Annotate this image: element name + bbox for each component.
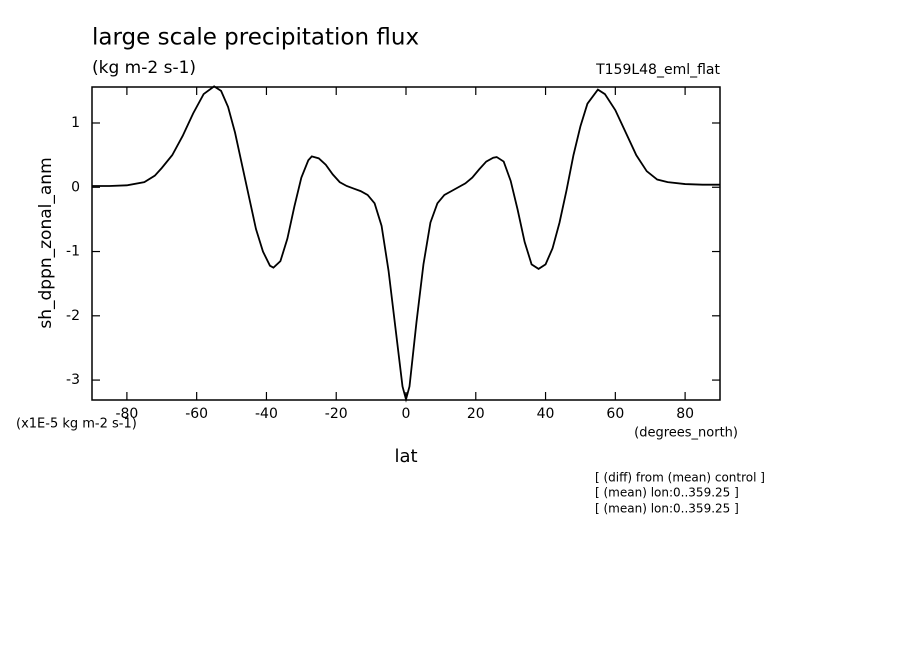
x-tick-label: 40 bbox=[537, 406, 555, 422]
note: [ (mean) lon:0..359.25 ] bbox=[595, 502, 739, 516]
y-tick-label: 0 bbox=[71, 179, 80, 195]
dataset-label: T159L48_eml_flat bbox=[595, 62, 720, 78]
note: [ (diff) from (mean) control ] bbox=[595, 471, 765, 485]
x-units: (degrees_north) bbox=[634, 426, 738, 441]
note: [ (mean) lon:0..359.25 ] bbox=[595, 486, 739, 500]
x-tick-label: -40 bbox=[255, 406, 278, 422]
y-tick-label: 1 bbox=[71, 115, 80, 131]
x-tick-label: -20 bbox=[325, 406, 348, 422]
x-tick-label: -80 bbox=[115, 406, 138, 422]
chart-subtitle: (kg m-2 s-1) bbox=[92, 58, 196, 78]
x-tick-label: 60 bbox=[606, 406, 624, 422]
y-tick-label: -2 bbox=[66, 308, 80, 324]
y-axis-label: sh_dppn_zonal_anm bbox=[36, 157, 56, 328]
x-tick-label: 0 bbox=[402, 406, 411, 422]
y-units: (x1E-5 kg m-2 s-1) bbox=[16, 417, 137, 432]
y-tick-label: -1 bbox=[66, 244, 80, 260]
x-tick-label: 80 bbox=[676, 406, 694, 422]
y-tick-label: -3 bbox=[66, 372, 80, 388]
x-tick-label: 20 bbox=[467, 406, 485, 422]
chart-title: large scale precipitation flux bbox=[92, 25, 419, 51]
data-line bbox=[92, 85, 720, 403]
x-tick-label: -60 bbox=[185, 406, 208, 422]
x-axis-label: lat bbox=[394, 446, 417, 467]
